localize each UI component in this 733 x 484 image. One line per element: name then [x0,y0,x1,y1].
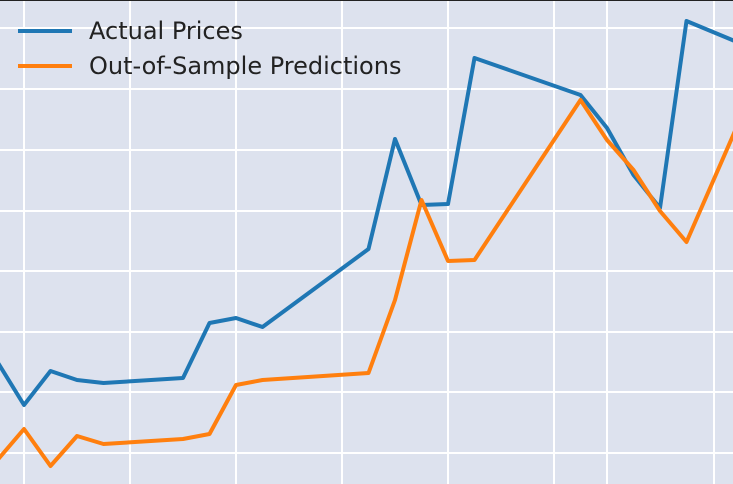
legend-label-actual: Actual Prices [89,17,243,45]
series-line-out-of-sample-predictions [0,98,733,468]
legend: Actual Prices Out-of-Sample Predictions [18,17,401,80]
legend-label-predictions: Out-of-Sample Predictions [89,52,401,80]
series-lines [0,19,733,468]
